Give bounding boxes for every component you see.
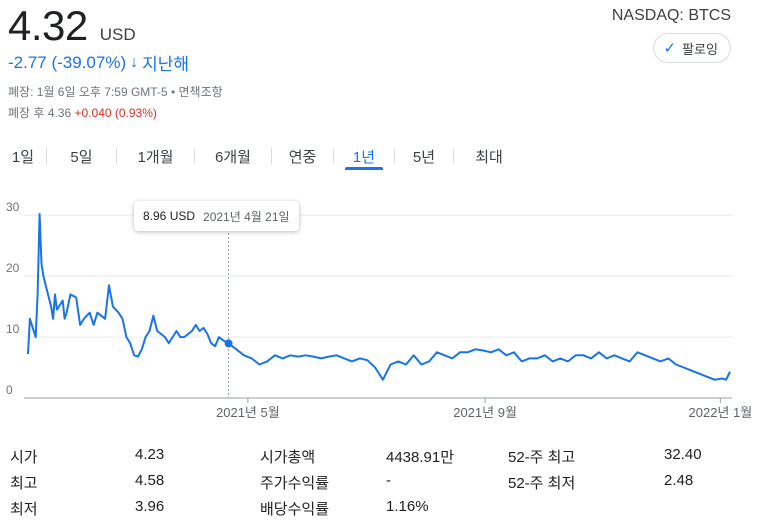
- stat-value-52w-low: 2.48: [664, 472, 694, 489]
- tab-max[interactable]: 최대: [475, 148, 503, 166]
- price-change: -2.77 (-39.07%) ↓ 지난해: [8, 50, 189, 75]
- stat-label-pe-ratio: 주가수익률: [260, 475, 330, 492]
- tab-6-month[interactable]: 6개월: [215, 148, 251, 166]
- follow-label: 팔로잉: [682, 41, 718, 57]
- tab-divider: [46, 148, 47, 164]
- y-tick-label: 0: [6, 383, 13, 397]
- stat-value-low: 3.96: [135, 498, 165, 515]
- price-line: [27, 213, 731, 381]
- stat-value-high: 4.58: [135, 472, 165, 489]
- y-tick-label: 10: [6, 322, 20, 336]
- tab-divider: [333, 148, 334, 164]
- check-icon: ✓: [663, 40, 677, 57]
- y-tick-label: 20: [6, 261, 20, 275]
- stat-value-pe-ratio: -: [386, 472, 391, 489]
- price-header: 4.32 USD: [8, 2, 136, 50]
- stat-value-market-cap: 4438.91만: [386, 449, 455, 466]
- stat-value-open: 4.23: [135, 446, 165, 463]
- stat-value-dividend-yield: 1.16%: [386, 498, 429, 515]
- y-tick-label: 30: [6, 200, 20, 214]
- tooltip-value: 8.96 USD: [143, 209, 196, 223]
- stat-label-market-cap: 시가총액: [260, 449, 316, 466]
- after-hours-change: +0.040 (0.93%): [74, 106, 157, 120]
- exchange-ticker: NASDAQ: BTCS: [611, 7, 731, 24]
- stat-label-52w-high: 52-주 최고: [508, 449, 576, 466]
- stat-value-52w-high: 32.40: [664, 446, 702, 463]
- tooltip-date: 2021년 4월 21일: [203, 209, 290, 224]
- chart-tooltip: 8.96 USD 2021년 4월 21일: [134, 201, 299, 231]
- tab-divider: [453, 148, 454, 164]
- stat-label-open: 시가: [10, 449, 38, 466]
- stat-label-52w-low: 52-주 최저: [508, 475, 576, 492]
- tab-divider: [194, 148, 195, 164]
- price-chart[interactable]: 0 10 20 30 2021년 5월 2021년 9월 2022년 1월: [0, 195, 773, 430]
- current-price: 4.32: [8, 2, 88, 49]
- currency-label: USD: [99, 25, 136, 44]
- after-hours-price: 폐장 후 4.36: [8, 106, 72, 120]
- close-info: 폐장: 1월 6일 오후 7:59 GMT-5 • 면책조항: [8, 85, 223, 99]
- x-tick-label: 2021년 9월: [453, 405, 517, 420]
- follow-button[interactable]: ✓ 팔로잉: [652, 33, 731, 63]
- range-tabs: 1일 5일 1개월 6개월 연중 1년 5년 최대: [0, 140, 524, 172]
- tab-divider: [116, 148, 117, 164]
- stat-label-dividend-yield: 배당수익률: [260, 501, 330, 518]
- tab-5-day[interactable]: 5일: [70, 148, 93, 166]
- tab-divider: [394, 148, 395, 164]
- x-tick-label: 2021년 5월: [216, 405, 280, 420]
- tab-5-year[interactable]: 5년: [412, 148, 436, 166]
- stat-label-low: 최저: [10, 501, 38, 518]
- after-hours-info: 폐장 후 4.36 +0.040 (0.93%): [8, 104, 157, 121]
- arrow-down-icon: ↓: [130, 53, 139, 71]
- tab-1-month[interactable]: 1개월: [137, 148, 174, 166]
- tab-1-year[interactable]: 1년: [345, 140, 383, 172]
- crosshair-point: [224, 339, 233, 348]
- tab-1-day[interactable]: 1일: [11, 148, 35, 166]
- x-tick-label: 2022년 1월: [689, 405, 753, 420]
- change-value: -2.77 (-39.07%): [8, 52, 127, 72]
- tab-ytd[interactable]: 연중: [288, 148, 317, 166]
- tab-divider: [271, 148, 272, 164]
- change-period: 지난해: [142, 55, 190, 74]
- stat-label-high: 최고: [10, 475, 38, 492]
